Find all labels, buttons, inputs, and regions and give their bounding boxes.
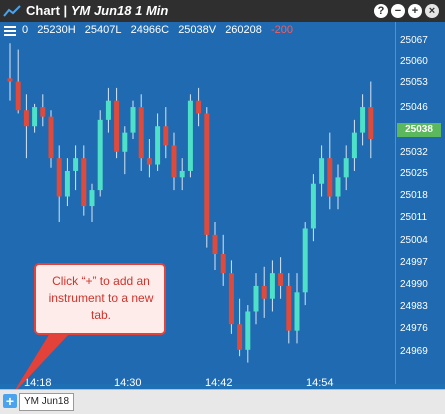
price-label: 25067 (400, 35, 428, 46)
info-high: 25230H (37, 24, 76, 36)
title-bar: Chart | YM Jun18 1 Min ? − + × (0, 0, 445, 22)
candle-body (32, 107, 38, 127)
current-price-tag: 25038 (397, 123, 441, 137)
price-label: 25046 (400, 102, 428, 113)
close-button[interactable]: × (425, 4, 439, 18)
candle-body (64, 170, 70, 197)
add-instrument-button[interactable]: + (3, 394, 17, 408)
info-bar: 0 25230H 25407L 24966C 25038V 260208 -20… (22, 24, 299, 38)
price-label: 25011 (400, 212, 428, 223)
candle-body (105, 100, 111, 120)
instruction-callout: Click “+” to add an instrument to a new … (34, 263, 166, 335)
candle-body (253, 285, 259, 312)
info-low: 25407L (84, 24, 122, 36)
candle-body (343, 158, 349, 178)
candle-body (179, 170, 185, 178)
chart-app-icon (3, 3, 21, 19)
price-label: 24969 (400, 346, 428, 357)
instrument-title: YM Jun18 1 Min (70, 3, 169, 18)
price-axis[interactable]: 25067 25060 25053 25046 25038 25032 2502… (395, 22, 445, 384)
candle-body (319, 158, 325, 184)
candle-body (73, 158, 79, 171)
price-label: 24983 (400, 301, 428, 312)
info-vol: 25038V (178, 24, 217, 36)
candle-body (294, 292, 300, 331)
candle-body (40, 107, 46, 117)
candle-body (351, 132, 357, 159)
time-label: 14:30 (114, 377, 142, 389)
candle-body (237, 324, 243, 350)
candle-body (155, 126, 161, 165)
price-label: 25060 (400, 56, 428, 67)
info-count: 260208 (225, 24, 262, 36)
candle-body (228, 273, 234, 325)
callout-text: Click “+” to add an instrument to a new … (48, 274, 154, 322)
candle-body (278, 273, 284, 286)
candle-body (56, 158, 62, 197)
info-change: -200 (270, 24, 293, 36)
candle-body (23, 110, 29, 127)
tab-bar: + YM Jun18 (0, 389, 445, 414)
candle-body (302, 228, 308, 293)
menu-icon[interactable] (4, 26, 16, 36)
price-label: 25032 (400, 147, 428, 158)
candle-body (269, 273, 275, 299)
candle-body (171, 145, 177, 178)
candle-body (220, 253, 226, 274)
candle-body (204, 113, 210, 235)
candle-body (130, 107, 136, 133)
candle-body (286, 285, 292, 331)
candle-body (146, 158, 152, 165)
title-label: Chart | (26, 3, 68, 18)
candle-body (327, 158, 333, 197)
price-label: 24976 (400, 323, 428, 334)
help-button[interactable]: ? (374, 4, 388, 18)
candle-body (7, 78, 13, 82)
candle-body (122, 132, 128, 152)
info-volume: 0 (22, 24, 29, 36)
candle-body (310, 183, 316, 229)
candle-body (196, 100, 202, 114)
candle-body (81, 158, 87, 207)
time-label: 14:42 (205, 377, 233, 389)
candle-body (212, 234, 218, 254)
price-label: 25018 (400, 190, 428, 201)
candle-body (261, 285, 267, 299)
price-label: 25053 (400, 77, 428, 88)
instrument-tab[interactable]: YM Jun18 (19, 393, 75, 411)
candle-body (163, 126, 169, 146)
candle-body (335, 177, 341, 197)
candle-body (97, 119, 103, 191)
candle-body (360, 107, 366, 133)
minimize-button[interactable]: − (391, 4, 405, 18)
price-label: 24997 (400, 257, 428, 268)
candle-body (114, 100, 120, 152)
price-label: 25004 (400, 235, 428, 246)
price-label: 24990 (400, 279, 428, 290)
candle-body (245, 311, 251, 350)
candle-body (89, 190, 95, 207)
window-title: Chart | YM Jun18 1 Min (26, 3, 168, 18)
price-label: 25025 (400, 168, 428, 179)
info-close: 24966C (130, 24, 170, 36)
candle-body (368, 107, 374, 140)
candle-body (48, 116, 54, 159)
candle-body (138, 107, 144, 159)
add-window-button[interactable]: + (408, 4, 422, 18)
time-label: 14:18 (24, 377, 52, 389)
time-label: 14:54 (306, 377, 334, 389)
candle-body (15, 81, 21, 111)
candle-body (187, 100, 193, 171)
